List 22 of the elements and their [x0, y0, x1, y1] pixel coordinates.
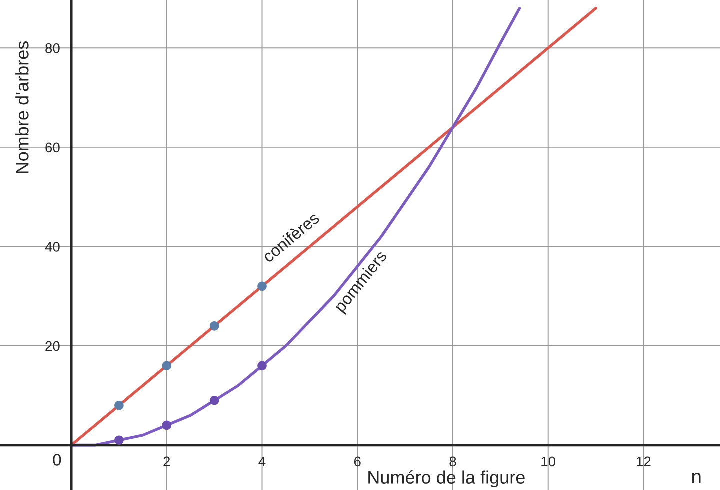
point: [258, 282, 267, 292]
point: [258, 361, 267, 371]
point: [162, 420, 172, 430]
x-tick-label: 12: [637, 456, 651, 466]
x-tick-label: 4: [258, 456, 266, 466]
y-axis-title: Nombre d'arbres: [16, 41, 29, 174]
point: [114, 436, 124, 446]
y-tick-label: 20: [46, 341, 60, 352]
x-tick-label: 6: [354, 456, 361, 467]
point: [162, 361, 172, 371]
point: [114, 400, 124, 410]
x-tick-label: 8: [450, 456, 456, 467]
x-tick-label: 2: [164, 456, 170, 466]
x-axis-title: Numéro de la figure: [368, 470, 525, 488]
annotation: n: [692, 473, 701, 484]
point: [210, 322, 220, 331]
y-tick-label: 40: [45, 242, 60, 252]
y-tick-label: 60: [46, 142, 60, 153]
point: [210, 396, 220, 406]
y-tick-label: 80: [46, 43, 60, 54]
annotation: 0: [53, 454, 62, 466]
x-tick-label: 10: [542, 456, 556, 467]
